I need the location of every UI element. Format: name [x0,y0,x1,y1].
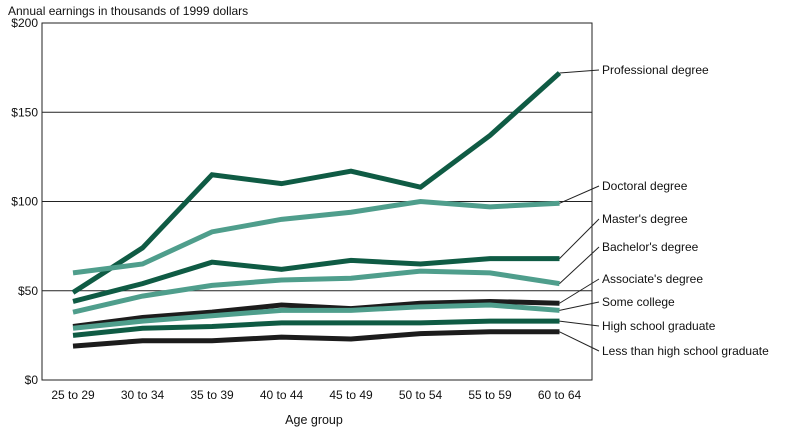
gridlines [42,111,592,292]
x-tick-label: 35 to 39 [190,388,234,402]
x-tick-label: 60 to 64 [538,388,582,402]
series-line [72,256,560,304]
series-line [72,302,560,331]
series-line [71,71,562,295]
series-label: High school graduate [602,319,716,333]
leader-line [559,246,600,284]
series-label: Master's degree [602,212,688,226]
leader-line [559,218,600,259]
series-line [72,268,560,315]
series-label: Professional degree [602,63,709,77]
line-labels: Professional degree Doctoral degree Master… [559,63,769,358]
series-lines [71,71,562,349]
y-tick-label: $50 [18,284,38,298]
series-label: Associate's degree [602,272,703,286]
plot-frame [41,22,593,381]
x-tick-label: 25 to 29 [51,388,95,402]
x-tick-label: 30 to 34 [121,388,165,402]
series-label: Bachelor's degree [602,240,699,254]
y-tick-label: $150 [11,105,38,119]
x-tick-label: 40 to 44 [260,388,304,402]
x-axis-title: Age group [285,413,343,427]
y-tick-label: $100 [11,195,38,209]
leader-line [559,185,600,204]
series-line [72,329,560,349]
y-tick-label: $0 [25,373,39,387]
leader-line [559,69,600,74]
axes: $0 $50 $100 $150 $200 25 to 29 30 to 34 35 to 3… [11,16,593,402]
series-line [72,318,560,338]
leader-line [559,278,600,304]
x-tick-label: 45 to 49 [329,388,373,402]
series-label: Some college [602,295,675,309]
leader-line [559,320,600,327]
series-line [72,198,560,276]
y-tick-label: $200 [11,16,38,30]
x-tick-label: 55 to 59 [468,388,512,402]
series-line [72,298,560,329]
x-tick-label: 50 to 54 [399,388,443,402]
leader-line [559,331,600,352]
y-axis-title: Annual earnings in thousands of 1999 dol… [8,4,248,18]
leader-line [559,301,600,311]
series-label: Less than high school graduate [602,344,769,358]
series-label: Doctoral degree [602,179,688,193]
